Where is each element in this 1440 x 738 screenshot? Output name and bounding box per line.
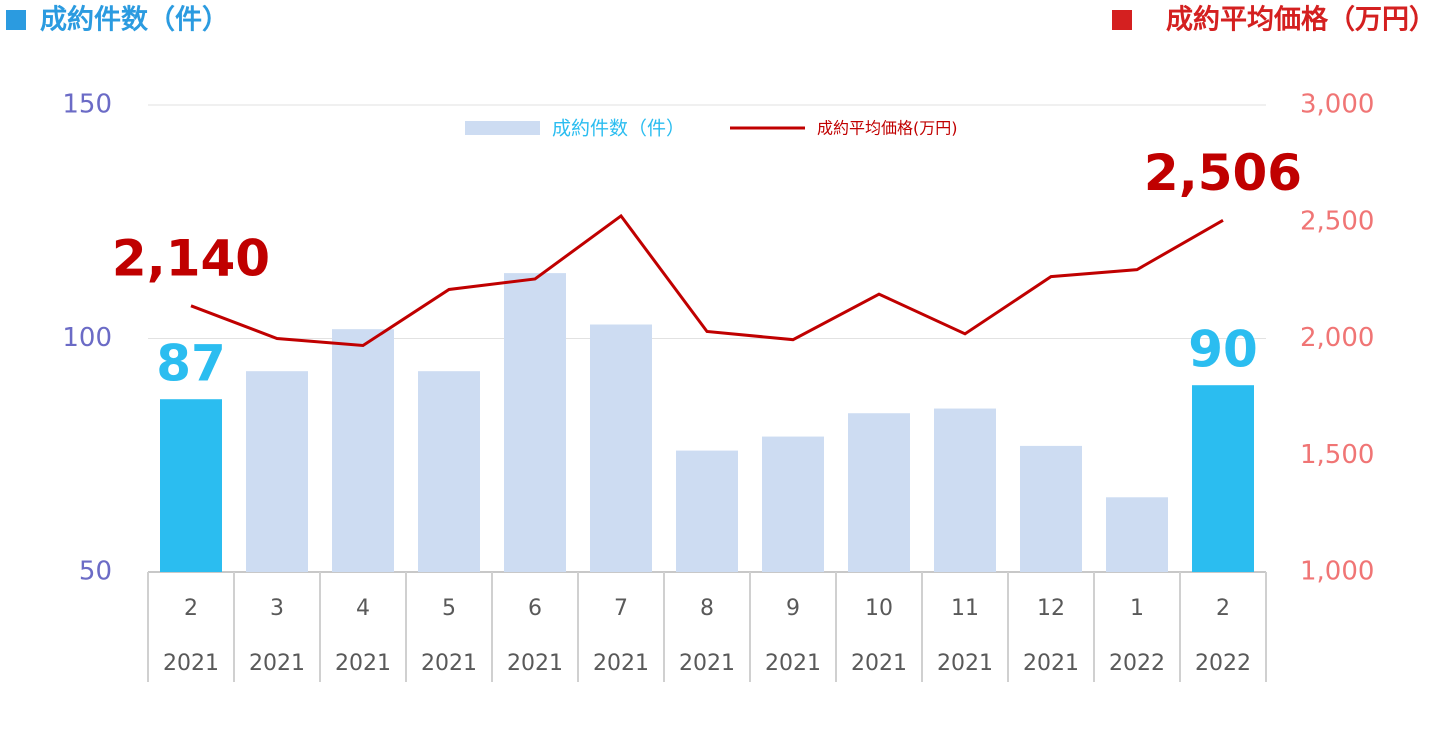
x-tick-year: 2021 (937, 651, 993, 676)
x-tick-label: 8 (700, 596, 714, 621)
bar (504, 273, 566, 572)
x-tick-label: 11 (951, 596, 979, 621)
legend-swatch (465, 121, 540, 135)
y2-tick-label: 1,500 (1300, 440, 1374, 470)
y2-tick-label: 2,000 (1300, 323, 1374, 353)
y-tick-label: 50 (79, 557, 112, 587)
line (190, 213, 1224, 348)
bar (676, 450, 738, 572)
y-tick-label: 150 (62, 90, 112, 120)
bar (762, 436, 824, 572)
y2-axis-title: 成約平均価格（万円） (1166, 4, 1436, 36)
x-tick-label: 5 (442, 596, 456, 621)
bar (934, 408, 996, 572)
y2-tick-label: 2,500 (1300, 206, 1374, 236)
x-tick-year: 2021 (249, 651, 305, 676)
bar (1106, 497, 1168, 572)
x-tick-year: 2022 (1109, 651, 1165, 676)
x-tick-label: 3 (270, 596, 284, 621)
x-tick-year: 2022 (1195, 651, 1251, 676)
x-tick-year: 2021 (679, 651, 735, 676)
bar (246, 371, 308, 572)
bar-value-label: 87 (156, 335, 226, 393)
bar (590, 324, 652, 572)
legend-label: 成約平均価格(万円) (817, 119, 958, 138)
bar (1192, 385, 1254, 572)
x-tick-label: 2 (1216, 596, 1230, 621)
bar (160, 399, 222, 572)
x-tick-year: 2021 (765, 651, 821, 676)
bar (418, 371, 480, 572)
bar-value-label: 90 (1188, 321, 1258, 379)
bar (848, 413, 910, 572)
x-tick-year: 2021 (1023, 651, 1079, 676)
x-tick-label: 2 (184, 596, 198, 621)
x-tick-label: 12 (1037, 596, 1065, 621)
line-value-label: 2,506 (1144, 144, 1302, 202)
bar (332, 329, 394, 572)
y2-tick-label: 1,000 (1300, 557, 1374, 587)
y-axis-title: 成約件数（件） (40, 4, 229, 36)
y2-tick-label: 3,000 (1300, 90, 1374, 120)
x-tick-year: 2021 (507, 651, 563, 676)
x-tick-year: 2021 (851, 651, 907, 676)
y2label-swatch (1112, 10, 1132, 30)
x-tick-year: 2021 (593, 651, 649, 676)
bar (1020, 445, 1082, 572)
x-tick-year: 2021 (335, 651, 391, 676)
y-tick-label: 100 (62, 323, 112, 353)
x-tick-year: 2021 (163, 651, 219, 676)
line-value-label: 2,140 (112, 229, 270, 287)
legend-label: 成約件数（件） (552, 118, 685, 140)
x-tick-label: 6 (528, 596, 542, 621)
x-tick-label: 1 (1130, 596, 1144, 621)
x-tick-label: 4 (356, 596, 370, 621)
x-tick-year: 2021 (421, 651, 477, 676)
ylabel-swatch (6, 10, 26, 30)
x-tick-label: 10 (865, 596, 893, 621)
x-tick-label: 9 (786, 596, 800, 621)
x-tick-label: 7 (614, 596, 628, 621)
